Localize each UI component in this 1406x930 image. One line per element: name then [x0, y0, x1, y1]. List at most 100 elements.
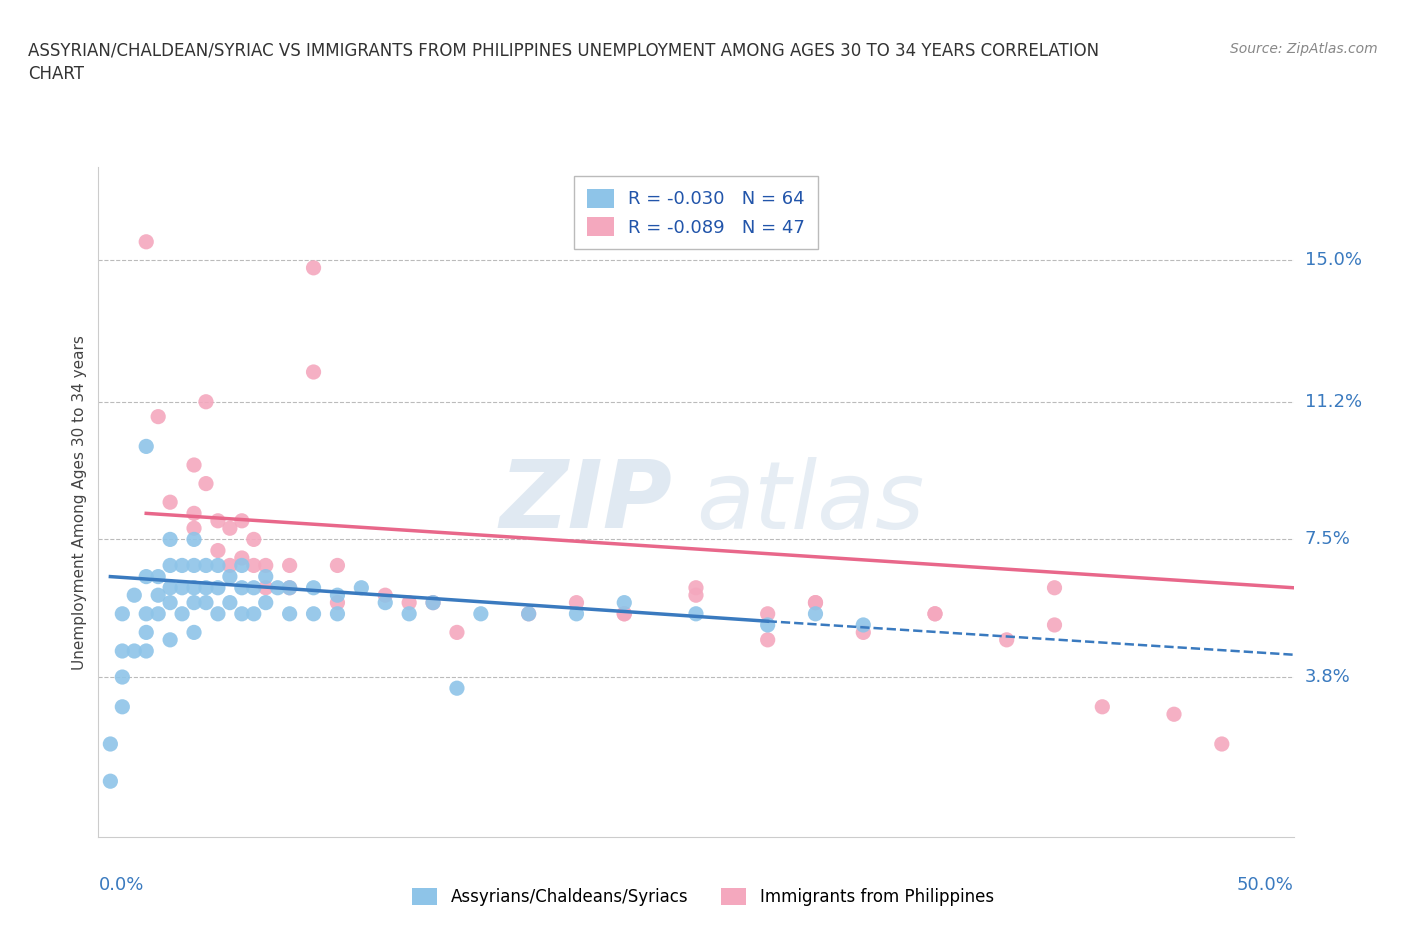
Point — [183, 580, 205, 595]
Point — [135, 625, 157, 640]
Point — [278, 580, 301, 595]
Point — [135, 569, 157, 584]
Point — [148, 606, 170, 621]
Point — [219, 569, 242, 584]
Point — [804, 606, 827, 621]
Point — [207, 543, 229, 558]
Point — [231, 551, 253, 565]
Point — [350, 580, 373, 595]
Point — [148, 409, 170, 424]
Point — [1043, 580, 1066, 595]
Point — [243, 606, 266, 621]
Point — [243, 580, 266, 595]
Point — [613, 606, 636, 621]
Point — [207, 606, 229, 621]
Point — [231, 580, 253, 595]
Point — [326, 558, 349, 573]
Text: 50.0%: 50.0% — [1237, 876, 1294, 894]
Point — [194, 476, 217, 491]
Point — [172, 558, 194, 573]
Text: 7.5%: 7.5% — [1305, 530, 1351, 549]
Point — [231, 513, 253, 528]
Point — [756, 618, 779, 632]
Point — [278, 558, 301, 573]
Point — [194, 394, 217, 409]
Text: 11.2%: 11.2% — [1305, 392, 1362, 411]
Point — [219, 595, 242, 610]
Legend: Assyrians/Chaldeans/Syriacs, Immigrants from Philippines: Assyrians/Chaldeans/Syriacs, Immigrants … — [405, 881, 1001, 912]
Point — [148, 588, 170, 603]
Point — [685, 606, 707, 621]
Point — [183, 532, 205, 547]
Point — [446, 625, 468, 640]
Point — [422, 595, 444, 610]
Point — [398, 595, 420, 610]
Point — [135, 234, 157, 249]
Point — [278, 606, 301, 621]
Text: ZIP: ZIP — [499, 457, 672, 548]
Point — [565, 606, 588, 621]
Point — [98, 774, 122, 789]
Text: atlas: atlas — [696, 457, 924, 548]
Point — [183, 458, 205, 472]
Point — [219, 521, 242, 536]
Point — [804, 595, 827, 610]
Text: 15.0%: 15.0% — [1305, 251, 1361, 270]
Text: Source: ZipAtlas.com: Source: ZipAtlas.com — [1230, 42, 1378, 56]
Point — [148, 569, 170, 584]
Point — [183, 521, 205, 536]
Point — [254, 595, 277, 610]
Point — [219, 558, 242, 573]
Point — [685, 588, 707, 603]
Point — [111, 699, 134, 714]
Point — [254, 580, 277, 595]
Point — [135, 439, 157, 454]
Point — [254, 569, 277, 584]
Point — [565, 595, 588, 610]
Point — [1043, 618, 1066, 632]
Point — [243, 558, 266, 573]
Point — [231, 558, 253, 573]
Point — [374, 595, 396, 610]
Point — [302, 606, 325, 621]
Point — [326, 595, 349, 610]
Point — [374, 588, 396, 603]
Point — [517, 606, 540, 621]
Point — [756, 606, 779, 621]
Point — [183, 595, 205, 610]
Text: 3.8%: 3.8% — [1305, 668, 1350, 686]
Point — [183, 506, 205, 521]
Point — [1163, 707, 1185, 722]
Point — [398, 606, 420, 621]
Point — [852, 625, 875, 640]
Point — [924, 606, 946, 621]
Point — [422, 595, 444, 610]
Point — [613, 606, 636, 621]
Point — [159, 495, 181, 510]
Point — [302, 365, 325, 379]
Text: ASSYRIAN/CHALDEAN/SYRIAC VS IMMIGRANTS FROM PHILIPPINES UNEMPLOYMENT AMONG AGES : ASSYRIAN/CHALDEAN/SYRIAC VS IMMIGRANTS F… — [28, 42, 1099, 60]
Point — [159, 595, 181, 610]
Point — [326, 606, 349, 621]
Point — [194, 595, 217, 610]
Point — [613, 595, 636, 610]
Point — [243, 532, 266, 547]
Point — [207, 580, 229, 595]
Point — [194, 558, 217, 573]
Point — [267, 580, 290, 595]
Point — [159, 580, 181, 595]
Point — [172, 606, 194, 621]
Point — [446, 681, 468, 696]
Point — [111, 606, 134, 621]
Point — [172, 580, 194, 595]
Point — [924, 606, 946, 621]
Point — [183, 558, 205, 573]
Point — [685, 580, 707, 595]
Legend: R = -0.030   N = 64, R = -0.089   N = 47: R = -0.030 N = 64, R = -0.089 N = 47 — [574, 177, 818, 249]
Point — [995, 632, 1018, 647]
Point — [159, 632, 181, 647]
Point — [231, 606, 253, 621]
Point — [207, 558, 229, 573]
Point — [326, 588, 349, 603]
Text: CHART: CHART — [28, 65, 84, 83]
